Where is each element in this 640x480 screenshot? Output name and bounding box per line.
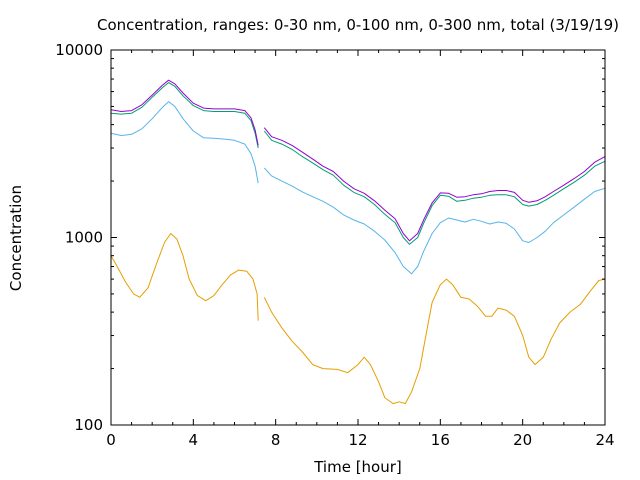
- y-tick-label: 10000: [55, 41, 103, 59]
- x-tick-label: 4: [189, 431, 199, 449]
- series-4-line-segment-1: [110, 79, 259, 146]
- series-3-line-segment-1: [110, 82, 259, 149]
- y-tick-label: 1000: [65, 229, 103, 247]
- y-axis-label: Concentration: [7, 185, 25, 291]
- x-axis-label: Time [hour]: [313, 458, 402, 476]
- series-2-line-segment-2: [263, 167, 606, 275]
- plot-frame: [110, 49, 606, 426]
- series-1-line-segment-2: [263, 278, 606, 405]
- axis-layer: 0 4 8 12 16 20 24 100 1000 10000: [55, 41, 614, 449]
- series-1-line-segment-1: [110, 233, 259, 321]
- x-tick-label: 16: [431, 431, 450, 449]
- x-tick-label: 0: [106, 431, 116, 449]
- series-4-line-segment-2: [263, 127, 606, 242]
- series-layer: [110, 79, 606, 405]
- series-2-line-segment-1: [110, 101, 259, 184]
- chart-title: Concentration, ranges: 0-30 nm, 0-100 nm…: [97, 16, 619, 34]
- x-tick-label: 24: [595, 431, 614, 449]
- y-tick-label: 100: [74, 416, 103, 434]
- series-3-line-segment-2: [263, 130, 606, 245]
- x-tick-label: 8: [271, 431, 281, 449]
- x-tick-label: 12: [348, 431, 367, 449]
- x-tick-label: 20: [513, 431, 532, 449]
